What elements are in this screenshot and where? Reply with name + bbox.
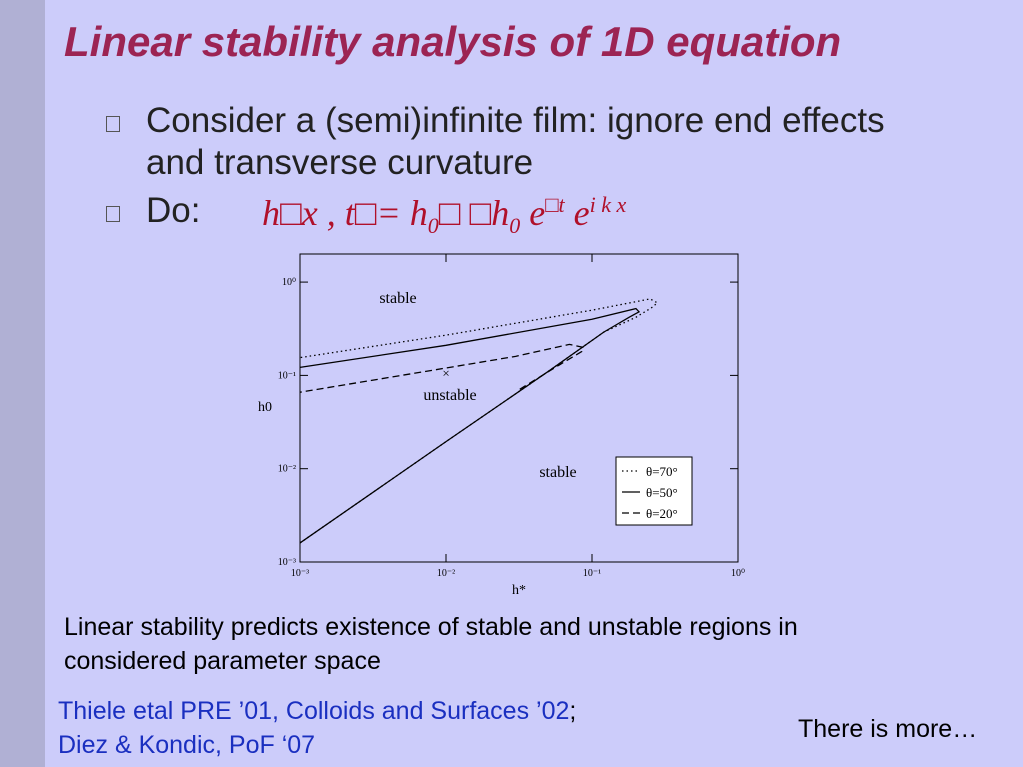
- x-tick-label: 10⁻²: [437, 568, 455, 579]
- equation: h□x , t□= h0□ □h0 e□t ei k x: [262, 192, 626, 239]
- bullet-box: [106, 206, 120, 222]
- x-tick-label: 10⁻¹: [583, 568, 601, 579]
- bullet-text: Consider a (semi)infinite film: ignore e…: [146, 101, 885, 182]
- y-tick-label: 10⁻³: [278, 557, 296, 568]
- bullet-box: [106, 116, 120, 132]
- eq-part: h□x , t□= h: [262, 193, 428, 233]
- y-tick-label: 10⁰: [282, 277, 296, 288]
- x-tick-label: 10⁻³: [291, 568, 309, 579]
- x-axis-label: h*: [512, 583, 526, 598]
- side-stripe: [0, 0, 45, 767]
- y-tick-label: 10⁻¹: [278, 370, 296, 381]
- legend-label: θ=20°: [646, 506, 678, 521]
- references: Thiele etal PRE ’01, Colloids and Surfac…: [58, 694, 758, 762]
- annotation: stable: [539, 464, 576, 481]
- marker: ×: [442, 365, 449, 380]
- legend-label: θ=70°: [646, 464, 678, 479]
- eq-sub: 0: [509, 213, 521, 239]
- eq-sup: i k x: [589, 192, 627, 217]
- eq-part: □ □h: [438, 193, 510, 233]
- y-axis-label: h0: [258, 400, 272, 415]
- eq-part: e: [520, 193, 546, 233]
- annotation: unstable: [423, 387, 476, 404]
- legend-label: θ=50°: [646, 485, 678, 500]
- footer-note: There is more…: [798, 715, 978, 743]
- y-tick-label: 10⁻²: [278, 464, 296, 475]
- caption: Linear stability predicts existence of s…: [64, 613, 798, 675]
- eq-sub: 0: [427, 213, 439, 239]
- bullet: Do:: [106, 190, 201, 232]
- bullet-text: Do:: [146, 191, 201, 230]
- plot-frame: [299, 253, 739, 563]
- annotation: stable: [379, 290, 416, 307]
- chart: 10⁻³ 10⁻² 10⁻¹ 10⁰ 10⁻³ 10⁻² 10⁻¹ 10⁰ h* h0 stable…: [258, 253, 745, 598]
- reference-sep: ;: [569, 697, 577, 725]
- x-tick-label: 10⁰: [731, 568, 745, 579]
- series-line: [299, 307, 641, 544]
- slide-title: Linear stability analysis of 1D equation: [64, 18, 842, 65]
- eq-sup: □t: [545, 192, 565, 217]
- reference: Thiele etal PRE ’01, Colloids and Surfac…: [58, 697, 570, 725]
- reference: Diez & Kondic, PoF ‘07: [58, 731, 316, 759]
- bullet: Consider a (semi)infinite film: ignore e…: [106, 100, 906, 184]
- eq-part: e: [564, 193, 590, 233]
- legend-box: [615, 456, 693, 526]
